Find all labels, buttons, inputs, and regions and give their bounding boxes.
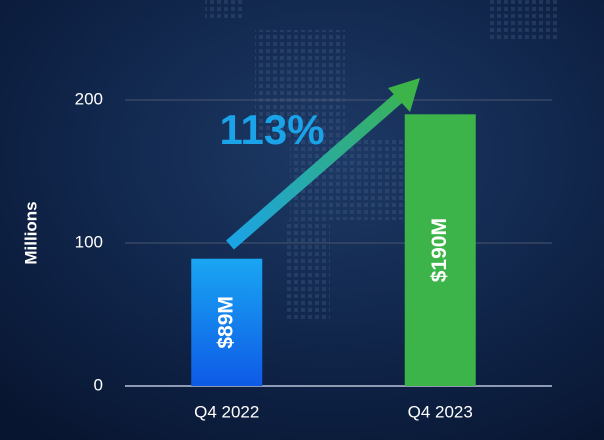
- y-tick-label: 0: [94, 375, 103, 394]
- value-label: $89M: [214, 296, 237, 349]
- x-tick-label: Q4 2022: [194, 402, 259, 421]
- y-tick-label: 200: [75, 89, 103, 108]
- x-tick-label: Q4 2023: [408, 402, 473, 421]
- growth-annotation: 113%: [219, 106, 324, 153]
- bar: [191, 258, 263, 386]
- y-tick-label: 100: [75, 232, 103, 251]
- map-pattern: [205, 0, 560, 320]
- value-label: $190M: [428, 218, 451, 282]
- y-axis-label: Millions: [21, 201, 40, 264]
- bar: [404, 114, 476, 387]
- growth-arrow: [226, 78, 420, 250]
